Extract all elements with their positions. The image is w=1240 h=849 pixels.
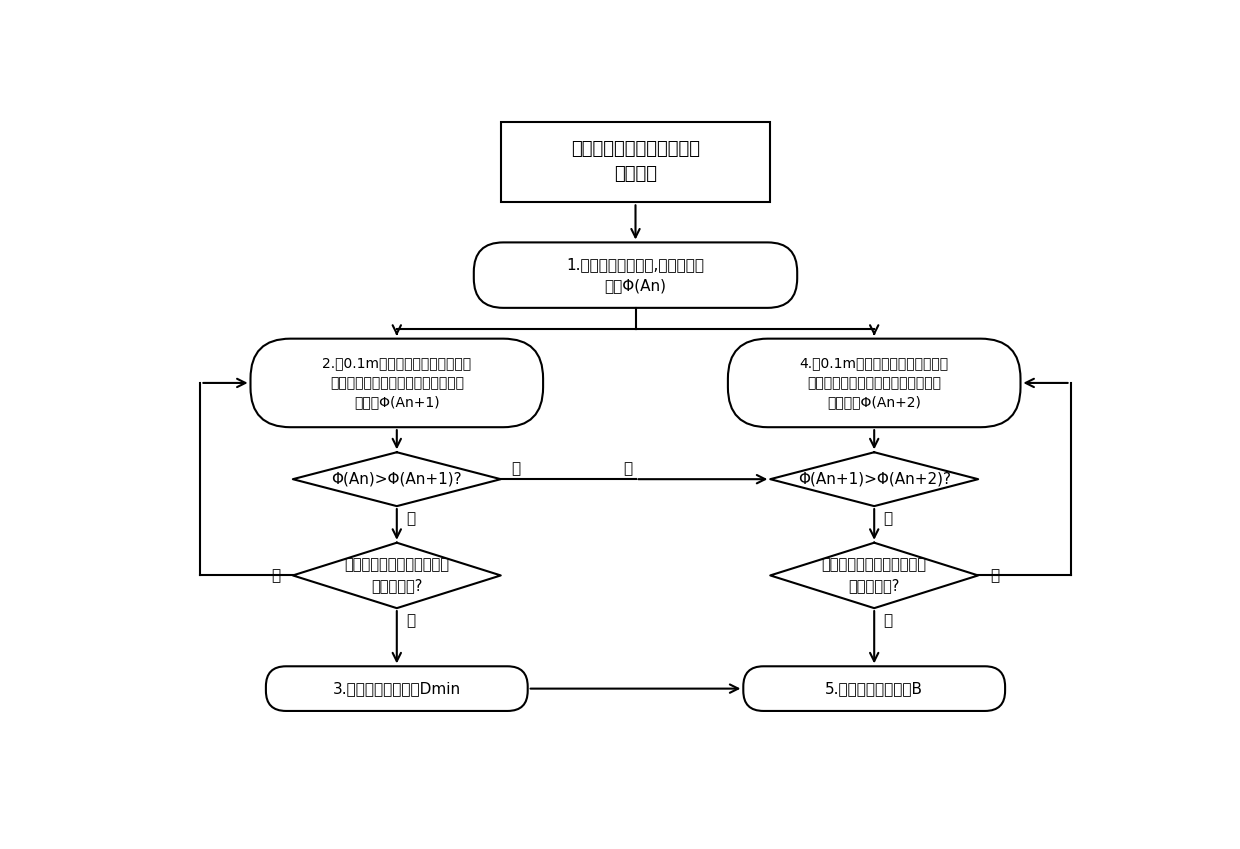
Text: 薄煤层半煤岩巷道断面尺寸
确定方法: 薄煤层半煤岩巷道断面尺寸 确定方法 — [570, 140, 701, 183]
FancyBboxPatch shape — [474, 243, 797, 308]
Polygon shape — [293, 543, 501, 608]
Text: 3.输出巷道最小高度Dmin: 3.输出巷道最小高度Dmin — [332, 681, 461, 696]
Text: 否: 否 — [883, 613, 893, 628]
Text: 是否满足《规程》中关于行
人高度要求?: 是否满足《规程》中关于行 人高度要求? — [345, 558, 449, 593]
FancyBboxPatch shape — [743, 666, 1006, 711]
FancyBboxPatch shape — [728, 339, 1021, 427]
Text: 否: 否 — [624, 461, 632, 476]
FancyBboxPatch shape — [501, 121, 770, 202]
Text: 是: 是 — [272, 568, 280, 583]
Text: 是: 是 — [405, 511, 415, 526]
Text: Φ(An)>Φ(An+1)?: Φ(An)>Φ(An+1)? — [331, 472, 463, 486]
Text: 否: 否 — [405, 613, 415, 628]
Polygon shape — [770, 453, 978, 506]
Text: 否: 否 — [512, 461, 521, 476]
Text: 4.以0.1m为基准对设备进行循环加
宽以确定巷道最优宽高比，计算加宽
后净流量Φ(An+2): 4.以0.1m为基准对设备进行循环加 宽以确定巷道最优宽高比，计算加宽 后净流量… — [800, 357, 949, 409]
Text: Φ(An+1)>Φ(An+2)?: Φ(An+1)>Φ(An+2)? — [797, 472, 951, 486]
Text: 是: 是 — [883, 511, 893, 526]
Polygon shape — [770, 543, 978, 608]
Text: 5.输出巷道合适宽度B: 5.输出巷道合适宽度B — [825, 681, 924, 696]
FancyBboxPatch shape — [265, 666, 528, 711]
FancyBboxPatch shape — [250, 339, 543, 427]
Polygon shape — [293, 453, 501, 506]
Text: 2.以0.1m为基准对设备进行循环降
高以确定巷道最小高度，计算降高后
净流量Φ(An+1): 2.以0.1m为基准对设备进行循环降 高以确定巷道最小高度，计算降高后 净流量Φ… — [322, 357, 471, 409]
Text: 1.确定辅助运输方式,计算初始净
流量Φ(An): 1.确定辅助运输方式,计算初始净 流量Φ(An) — [567, 257, 704, 293]
Text: 是: 是 — [991, 568, 999, 583]
Text: 是否满足巷道极限跨距与矿
井通风要求?: 是否满足巷道极限跨距与矿 井通风要求? — [822, 558, 926, 593]
